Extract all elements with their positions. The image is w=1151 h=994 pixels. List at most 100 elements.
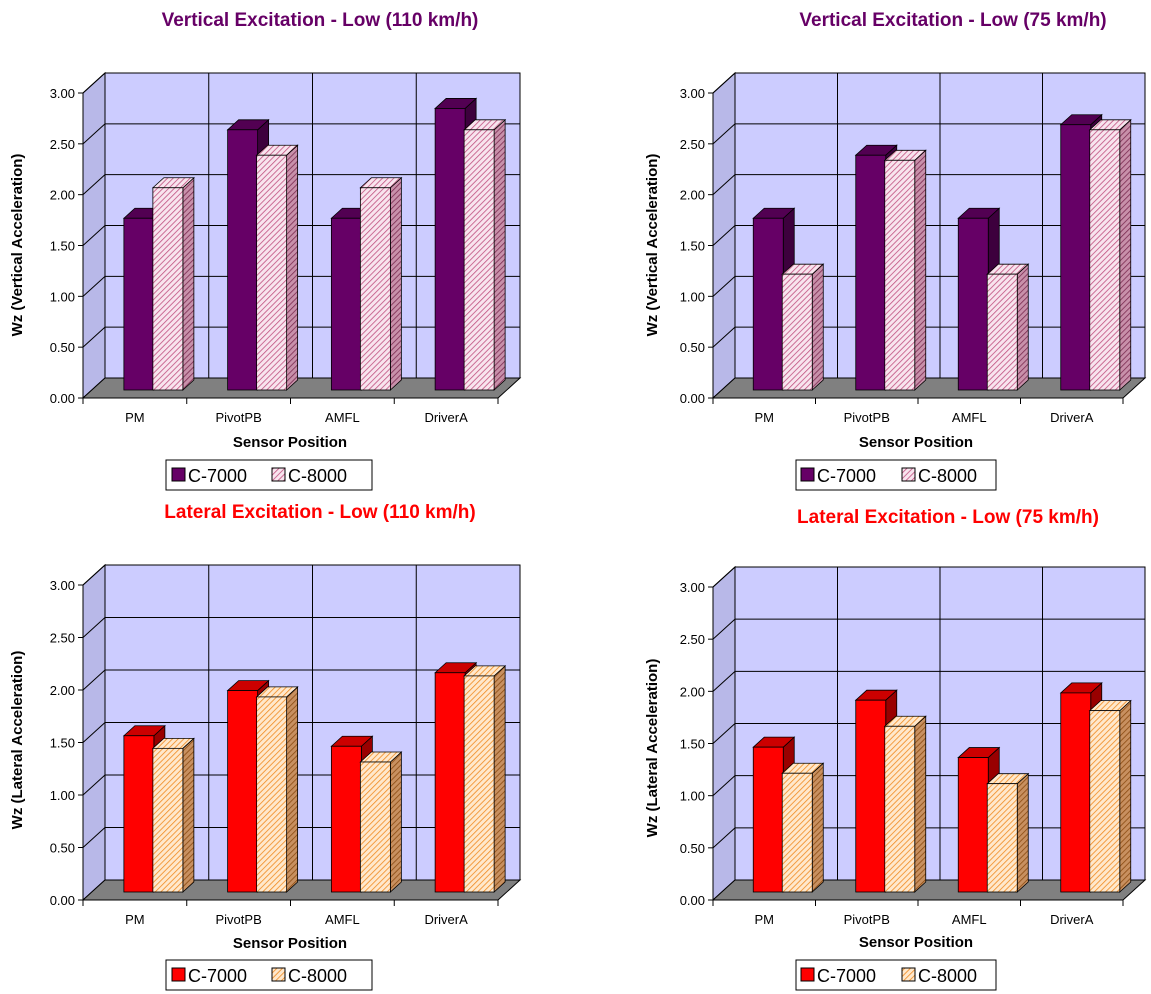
side-gridline <box>82 174 106 196</box>
y-tick-label: 2.00 <box>680 188 705 203</box>
y-tick-label: 0.50 <box>680 340 705 355</box>
y-tick-label: 1.00 <box>50 289 75 304</box>
y-axis: 0.00 0.50 1.00 1.50 2.00 2.50 3.00 <box>50 86 84 406</box>
y-axis-label: Wz (Vertical Acceleration) <box>9 154 26 337</box>
y-tick-label: 0.50 <box>50 841 75 856</box>
x-axis: PM PivotPB AMFL DriverA <box>712 397 1124 425</box>
x-axis: PM PivotPB AMFL DriverA <box>712 899 1124 927</box>
x-tick-label-pivotpb: PivotPB <box>844 912 890 927</box>
x-tick-label-drivera: DriverA <box>424 912 468 927</box>
plot-area: 0.00 0.50 1.00 1.50 2.00 2.50 3.00 PM PivotPB AMF… <box>680 565 1147 927</box>
side-gridline <box>82 275 106 297</box>
chart-vertical-75: Vertical Excitation - Low (75 km/h) Wz (… <box>644 10 1147 491</box>
bar-c-8000-amfl <box>359 751 403 893</box>
bar-c-8000-drivera <box>1088 118 1132 391</box>
x-tick-label-amfl: AMFL <box>952 912 987 927</box>
y-tick-label: 0.00 <box>50 391 75 406</box>
legend-label-c-7000: C-7000 <box>817 966 876 986</box>
x-tick-label-pivotpb: PivotPB <box>844 410 890 425</box>
y-tick-label: 1.00 <box>680 789 705 804</box>
legend-label-c-7000: C-7000 <box>188 966 247 986</box>
x-tick-label-pm: PM <box>755 410 775 425</box>
y-tick-label: 1.50 <box>50 239 75 254</box>
legend-label-c-8000: C-8000 <box>918 466 977 486</box>
y-tick-label: 1.00 <box>680 289 705 304</box>
bar-c-8000-amfl <box>359 176 403 391</box>
x-axis-label: Sensor Position <box>233 434 347 451</box>
y-axis-label: Wz (Vertical Acceleration) <box>644 154 661 337</box>
bar-c-8000-amfl <box>986 772 1030 893</box>
bar-c-8000-pm <box>781 762 825 893</box>
y-axis: 0.00 0.50 1.00 1.50 2.00 2.50 3.00 <box>680 86 714 406</box>
side-gridline <box>712 827 736 849</box>
legend-swatch-c-8000 <box>901 467 916 482</box>
legend-label-c-7000: C-7000 <box>188 466 247 486</box>
legend-label-c-8000: C-8000 <box>918 966 977 986</box>
side-gridline <box>712 72 736 94</box>
legend-swatch-c-8000 <box>271 467 286 482</box>
chart-vertical-110: Vertical Excitation - Low (110 km/h) Wz … <box>9 10 522 491</box>
y-tick-label: 0.50 <box>680 841 705 856</box>
side-gridline <box>712 618 736 640</box>
chart-title: Vertical Excitation - Low (110 km/h) <box>162 10 479 31</box>
y-tick-label: 2.50 <box>50 631 75 646</box>
y-tick-label: 0.50 <box>50 340 75 355</box>
legend-swatch-c-7000 <box>800 967 815 982</box>
chart-title: Lateral Excitation - Low (75 km/h) <box>797 507 1099 528</box>
plot-area: 0.00 0.50 1.00 1.50 2.00 2.50 3.00 PM PivotPB AMF… <box>680 71 1147 425</box>
side-gridline <box>82 669 106 691</box>
y-axis-label: Wz (Lateral Acceleration) <box>9 651 26 830</box>
legend: C-7000 C-8000 <box>165 459 373 491</box>
bar-c-8000-pivotpb <box>883 149 927 391</box>
y-tick-label: 2.00 <box>50 188 75 203</box>
side-gridline <box>82 564 106 586</box>
legend-swatch-c-7000 <box>171 967 186 982</box>
bar-c-8000-drivera <box>1088 699 1132 893</box>
legend-swatch-c-8000 <box>901 967 916 982</box>
x-axis-label: Sensor Position <box>233 935 347 952</box>
y-tick-label: 3.00 <box>680 86 705 101</box>
legend: C-7000 C-8000 <box>795 459 997 491</box>
legend-label-c-7000: C-7000 <box>817 466 876 486</box>
x-tick-label-amfl: AMFL <box>325 912 360 927</box>
legend-swatch-c-7000 <box>171 467 186 482</box>
plot-area: 0.00 0.50 1.00 1.50 2.00 2.50 3.00 PM PivotPB AMF… <box>50 563 522 927</box>
side-gridline <box>712 225 736 246</box>
legend-label-c-8000: C-8000 <box>288 966 347 986</box>
side-gridline <box>82 827 106 848</box>
legend: C-7000 C-8000 <box>795 959 997 991</box>
x-tick-label-drivera: DriverA <box>424 410 468 425</box>
bar-c-8000-pm <box>781 263 825 391</box>
legend-swatch-c-7000 <box>800 467 815 482</box>
side-gridline <box>82 617 106 638</box>
x-tick-label-amfl: AMFL <box>952 410 987 425</box>
chart-title: Vertical Excitation - Low (75 km/h) <box>799 10 1106 31</box>
y-tick-label: 3.00 <box>50 578 75 593</box>
chart-title: Lateral Excitation - Low (110 km/h) <box>164 502 475 523</box>
side-gridline <box>712 670 736 692</box>
side-gridline <box>712 123 736 145</box>
x-tick-label-drivera: DriverA <box>1050 410 1094 425</box>
x-axis-label: Sensor Position <box>859 934 973 951</box>
plot-area: 0.00 0.50 1.00 1.50 2.00 2.50 3.00 PM PivotPB AMF… <box>50 71 522 425</box>
side-gridline <box>712 326 736 348</box>
x-axis-label: Sensor Position <box>859 434 973 451</box>
y-tick-label: 0.00 <box>680 391 705 406</box>
x-axis: PM PivotPB AMFL DriverA <box>82 397 499 425</box>
bar-c-8000-drivera <box>463 118 507 391</box>
bar-c-8000-pm <box>151 737 195 893</box>
y-tick-label: 0.00 <box>680 893 705 908</box>
y-tick-label: 1.50 <box>680 737 705 752</box>
side-gridline <box>712 723 736 744</box>
side-gridline <box>712 775 736 797</box>
y-tick-label: 3.00 <box>680 580 705 595</box>
x-tick-label-pm: PM <box>755 912 775 927</box>
chart-lateral-75: Lateral Excitation - Low (75 km/h) Wz (L… <box>644 507 1147 991</box>
y-tick-label: 2.50 <box>680 632 705 647</box>
y-axis-label: Wz (Lateral Acceleration) <box>644 659 661 838</box>
side-gridline <box>712 566 736 588</box>
side-gridline <box>82 225 106 246</box>
side-gridline <box>82 326 106 348</box>
y-tick-label: 1.50 <box>50 736 75 751</box>
